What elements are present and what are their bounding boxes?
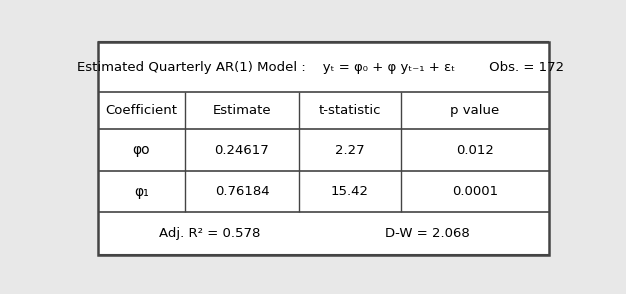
Text: 0.24617: 0.24617	[215, 143, 269, 157]
Text: p value: p value	[450, 104, 500, 117]
Text: t-statistic: t-statistic	[319, 104, 381, 117]
Text: 0.0001: 0.0001	[452, 185, 498, 198]
FancyBboxPatch shape	[98, 42, 549, 255]
Text: Adj. R² = 0.578: Adj. R² = 0.578	[158, 227, 260, 240]
Text: Coefficient: Coefficient	[105, 104, 177, 117]
Text: Estimated Quarterly AR(1) Model :    yₜ = φ₀ + φ yₜ₋₁ + εₜ        Obs. = 172: Estimated Quarterly AR(1) Model : yₜ = φ…	[77, 61, 565, 74]
Text: 0.76184: 0.76184	[215, 185, 269, 198]
Text: φo: φo	[133, 143, 150, 157]
Text: 2.27: 2.27	[335, 143, 365, 157]
Text: 15.42: 15.42	[331, 185, 369, 198]
Text: Estimate: Estimate	[213, 104, 271, 117]
Text: φ₁: φ₁	[134, 185, 149, 198]
Text: D-W = 2.068: D-W = 2.068	[385, 227, 470, 240]
Text: 0.012: 0.012	[456, 143, 494, 157]
